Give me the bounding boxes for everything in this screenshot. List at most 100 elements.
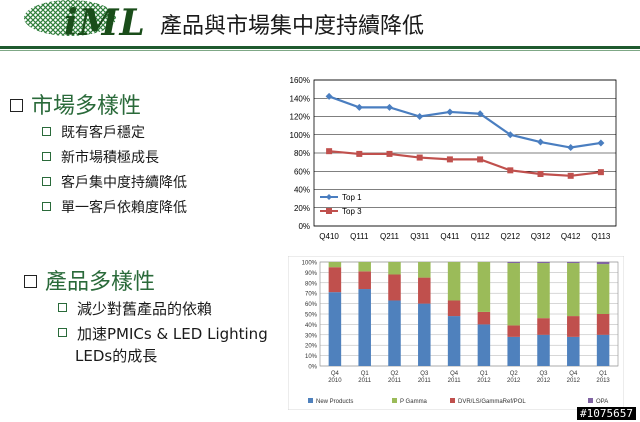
list-item: 減少對舊產品的依賴 xyxy=(58,298,212,319)
x-tick-label: Q4 xyxy=(569,371,578,377)
concentration-line-chart: 0% 20% 40% 60% 80% 100% 120% 140% 160% Q410 Q111 Q2… xyxy=(290,76,617,241)
data-point xyxy=(597,169,604,176)
list-item-continuation: LEDs的成長 xyxy=(75,345,157,366)
x-tick-label: 2012 xyxy=(477,378,491,384)
y-tick-label: 100% xyxy=(302,261,318,267)
checkbox-bullet-icon xyxy=(24,274,37,288)
data-point xyxy=(326,148,333,155)
data-point xyxy=(446,108,454,116)
y-tick-label: 30% xyxy=(305,333,318,339)
section-market-diversity: 市場多樣性 xyxy=(10,88,141,120)
logo-text: iML xyxy=(64,2,146,44)
square-bullet-icon xyxy=(42,151,51,161)
x-tick-label: Q410 xyxy=(319,232,339,241)
y-tick-label: 70% xyxy=(305,292,318,298)
y-tick-label: 40% xyxy=(294,186,310,195)
bar-segment xyxy=(477,324,491,366)
x-tick-label: Q412 xyxy=(561,232,581,241)
bar-segment xyxy=(477,311,491,325)
bar-segment xyxy=(596,264,610,314)
x-tick-label: Q4 xyxy=(331,371,340,377)
list-item-text: LEDs的成長 xyxy=(75,347,158,365)
bar-segment xyxy=(596,314,610,335)
data-point xyxy=(506,131,514,139)
slide-header: iML 產品與市場集中度持續降低 xyxy=(0,0,640,48)
legend-marker xyxy=(326,208,332,214)
y-tick-label: 0% xyxy=(298,222,310,231)
series-line-top-3 xyxy=(329,150,602,177)
list-item-text: 客戶集中度持續降低 xyxy=(61,175,187,191)
y-tick-label: 140% xyxy=(290,94,310,103)
data-point xyxy=(507,167,514,174)
square-bullet-icon xyxy=(58,303,67,312)
header-rule-thin xyxy=(0,50,640,51)
section-product-diversity: 產品多樣性 xyxy=(24,264,155,296)
data-point xyxy=(477,156,484,163)
y-tick-label: 50% xyxy=(305,313,318,319)
y-tick-label: 40% xyxy=(305,323,318,329)
y-tick-label: 160% xyxy=(290,76,310,85)
data-point xyxy=(355,103,363,111)
legend-swatch xyxy=(588,398,593,403)
bar-segment xyxy=(567,316,580,337)
bar-segment xyxy=(388,300,401,366)
legend-label: Top 3 xyxy=(342,207,362,216)
legend-label: OPA xyxy=(596,399,608,405)
data-point xyxy=(567,144,575,152)
bar-segment xyxy=(447,316,461,366)
list-item-text: 減少對舊產品的依賴 xyxy=(77,300,213,318)
legend-label: P Gamma xyxy=(400,399,428,405)
list-item: 新市場積極成長 xyxy=(42,147,159,167)
x-tick-label: Q3 xyxy=(539,371,548,377)
x-tick-label: Q113 xyxy=(591,232,611,241)
bar-segment xyxy=(388,274,401,301)
x-tick-label: 2011 xyxy=(388,378,402,384)
x-tick-label: Q211 xyxy=(380,232,400,241)
list-item-text: 加速PMICs & LED Lighting xyxy=(77,325,268,343)
data-point xyxy=(356,150,363,157)
x-tick-label: 2011 xyxy=(358,378,372,384)
bar-segment xyxy=(596,262,610,265)
y-tick-label: 80% xyxy=(294,149,310,158)
header-rule xyxy=(0,46,640,49)
bar-segment xyxy=(418,262,431,278)
bar-segment xyxy=(447,262,461,301)
list-item: 加速PMICs & LED Lighting xyxy=(58,323,268,344)
x-tick-label: 2010 xyxy=(328,378,342,384)
bar-segment xyxy=(328,262,342,268)
bar-segment xyxy=(358,271,371,290)
data-point xyxy=(446,156,453,163)
legend-label: DVR/LS/GammaRef/POL xyxy=(458,399,526,405)
x-tick-label: Q4 xyxy=(450,371,459,377)
bar-segment xyxy=(596,334,610,366)
bar-segment xyxy=(537,263,550,319)
watermark-id: #1075657 xyxy=(577,407,636,420)
x-tick-label: Q1 xyxy=(361,371,370,377)
x-tick-label: Q311 xyxy=(410,232,430,241)
data-point xyxy=(537,138,544,146)
x-tick-label: Q411 xyxy=(440,232,460,241)
bar-segment xyxy=(507,336,520,366)
y-tick-label: 0% xyxy=(308,365,317,371)
x-tick-label: 2012 xyxy=(537,378,551,384)
y-tick-label: 100% xyxy=(290,131,310,140)
legend-marker xyxy=(326,194,332,200)
data-point xyxy=(386,103,393,111)
data-point xyxy=(416,154,423,161)
product-mix-bar-chart: 0%10%20%30%40%50%60%70%80%90%100%Q42010Q… xyxy=(288,256,624,410)
legend-label: Top 1 xyxy=(342,193,362,202)
legend-swatch xyxy=(392,398,397,403)
square-bullet-icon xyxy=(42,126,51,136)
list-item-text: 單一客戶依賴度降低 xyxy=(61,200,187,216)
list-item: 單一客戶依賴度降低 xyxy=(42,197,187,217)
y-tick-label: 60% xyxy=(305,302,318,308)
x-tick-label: Q2 xyxy=(390,371,399,377)
x-tick-label: Q1 xyxy=(599,371,608,377)
y-tick-label: 80% xyxy=(305,281,318,287)
x-tick-label: Q312 xyxy=(531,232,551,241)
data-point xyxy=(476,110,484,118)
y-tick-label: 20% xyxy=(294,204,310,213)
data-point xyxy=(416,113,424,120)
y-tick-label: 20% xyxy=(305,344,318,350)
data-point xyxy=(597,139,605,147)
